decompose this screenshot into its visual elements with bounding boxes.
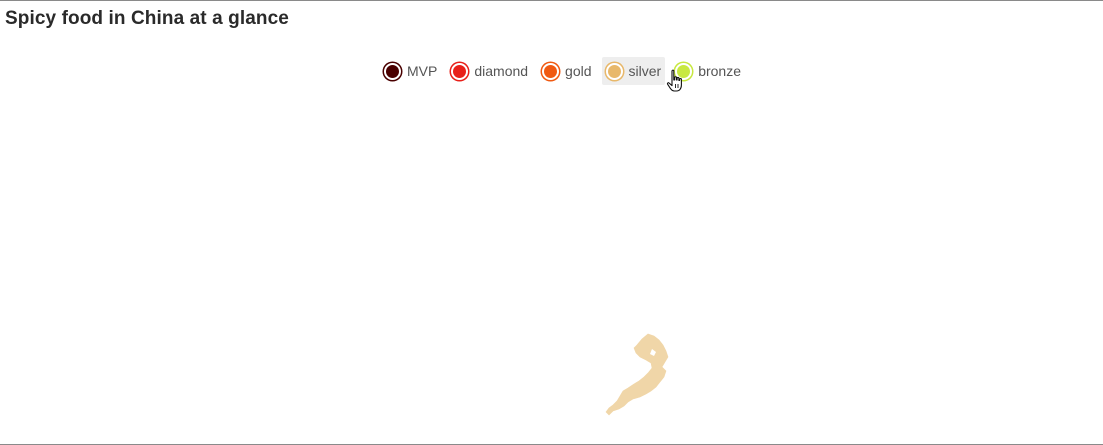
region-silver-notch <box>650 349 656 356</box>
legend-label: bronze <box>698 63 741 79</box>
legend: MVP diamond gold silver bronze <box>380 57 745 85</box>
legend-item-gold[interactable]: gold <box>538 57 595 85</box>
legend-swatch-mvp <box>384 62 401 80</box>
legend-swatch-diamond <box>451 62 469 80</box>
chart-title: Spicy food in China at a glance <box>5 8 289 29</box>
legend-item-diamond[interactable]: diamond <box>447 57 532 85</box>
legend-item-mvp[interactable]: MVP <box>380 57 441 85</box>
legend-label: gold <box>565 63 592 79</box>
legend-swatch-gold <box>542 62 560 80</box>
region-silver[interactable] <box>605 333 669 416</box>
legend-swatch-bronze <box>675 62 693 80</box>
legend-item-silver[interactable]: silver <box>601 57 666 85</box>
legend-swatch-silver <box>605 62 623 80</box>
map-regions <box>605 333 669 416</box>
legend-label: diamond <box>474 63 529 79</box>
legend-label: MVP <box>407 63 438 79</box>
legend-label: silver <box>628 63 662 79</box>
legend-item-bronze[interactable]: bronze <box>671 57 745 85</box>
